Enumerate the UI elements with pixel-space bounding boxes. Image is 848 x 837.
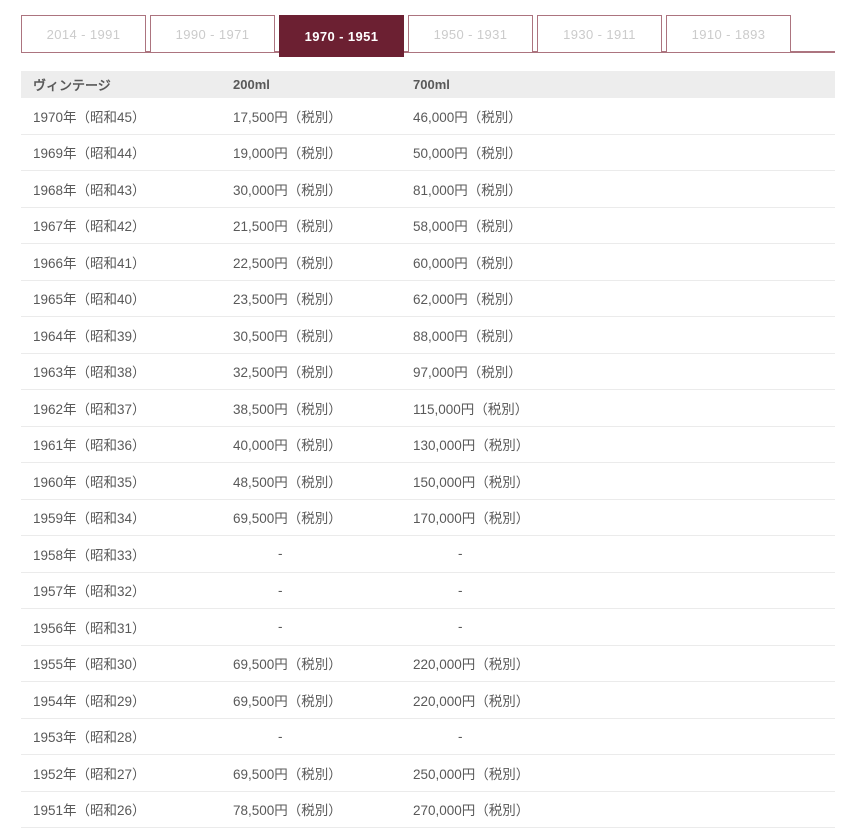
- price-700ml-cell: 58,000円（税別）: [413, 219, 522, 235]
- vintage-cell: 1951年（昭和26）: [33, 803, 146, 819]
- price-200ml-cell: -: [278, 582, 283, 598]
- price-700ml-cell: -: [458, 728, 463, 744]
- price-700ml-cell: 46,000円（税別）: [413, 109, 522, 125]
- vintage-cell: 1952年（昭和27）: [33, 766, 146, 782]
- table-row: 1969年（昭和44） 19,000円（税別） 50,000円（税別）: [21, 134, 835, 171]
- price-200ml-cell: 78,500円（税別）: [233, 803, 342, 819]
- table-row: 1959年（昭和34） 69,500円（税別） 170,000円（税別）: [21, 499, 835, 536]
- table-row: 1963年（昭和38） 32,500円（税別） 97,000円（税別）: [21, 353, 835, 390]
- vintage-cell: 1961年（昭和36）: [33, 438, 146, 454]
- price-700ml-cell: 115,000円（税別）: [413, 401, 529, 417]
- price-700ml-cell: 250,000円（税別）: [413, 766, 530, 782]
- table-row: 1953年（昭和28） - -: [21, 718, 835, 755]
- price-200ml-cell: -: [278, 728, 283, 744]
- tab-1910-1893[interactable]: 1910 - 1893: [666, 15, 791, 53]
- price-200ml-cell: 38,500円（税別）: [233, 401, 342, 417]
- table-body: 1970年（昭和45） 17,500円（税別） 46,000円（税別） 1969年（昭…: [21, 98, 835, 828]
- table-row: 1961年（昭和36） 40,000円（税別） 130,000円（税別）: [21, 426, 835, 463]
- column-header-200ml: 200ml: [233, 77, 270, 92]
- price-200ml-cell: 69,500円（税別）: [233, 511, 342, 527]
- table-header-row: ヴィンテージ 200ml 700ml: [21, 71, 835, 98]
- vintage-cell: 1957年（昭和32）: [33, 584, 146, 600]
- vintage-cell: 1953年（昭和28）: [33, 730, 146, 746]
- vintage-cell: 1964年（昭和39）: [33, 328, 146, 344]
- price-700ml-cell: 60,000円（税別）: [413, 255, 522, 271]
- price-200ml-cell: 69,500円（税別）: [233, 693, 342, 709]
- table-row: 1967年（昭和42） 21,500円（税別） 58,000円（税別）: [21, 207, 835, 244]
- price-200ml-cell: 19,000円（税別）: [233, 146, 342, 162]
- vintage-range-tabbar: 2014 - 1991 1990 - 1971 1970 - 1951 1950 - …: [21, 15, 835, 64]
- price-200ml-cell: 30,000円（税別）: [233, 182, 342, 198]
- vintage-cell: 1962年（昭和37）: [33, 401, 146, 417]
- table-row: 1954年（昭和29） 69,500円（税別） 220,000円（税別）: [21, 682, 835, 719]
- tab-1990-1971[interactable]: 1990 - 1971: [150, 15, 275, 53]
- column-header-700ml: 700ml: [413, 77, 450, 92]
- price-700ml-cell: 88,000円（税別）: [413, 328, 522, 344]
- table-row: 1962年（昭和37） 38,500円（税別） 115,000円（税別）: [21, 390, 835, 427]
- price-200ml-cell: 23,500円（税別）: [233, 292, 342, 308]
- vintage-cell: 1958年（昭和33）: [33, 547, 146, 563]
- price-700ml-cell: 220,000円（税別）: [413, 693, 530, 709]
- price-200ml-cell: 69,500円（税別）: [233, 657, 342, 673]
- table-row: 1960年（昭和35） 48,500円（税別） 150,000円（税別）: [21, 463, 835, 500]
- table-row: 1956年（昭和31） - -: [21, 609, 835, 646]
- price-200ml-cell: -: [278, 619, 283, 635]
- vintage-cell: 1963年（昭和38）: [33, 365, 146, 381]
- vintage-cell: 1970年（昭和45）: [33, 109, 146, 125]
- vintage-cell: 1954年（昭和29）: [33, 693, 146, 709]
- table-row: 1952年（昭和27） 69,500円（税別） 250,000円（税別）: [21, 755, 835, 792]
- vintage-cell: 1956年（昭和31）: [33, 620, 146, 636]
- price-200ml-cell: 32,500円（税別）: [233, 365, 342, 381]
- price-700ml-cell: 170,000円（税別）: [413, 511, 530, 527]
- vintage-cell: 1955年（昭和30）: [33, 657, 146, 673]
- tab-1950-1931[interactable]: 1950 - 1931: [408, 15, 533, 53]
- price-200ml-cell: -: [278, 546, 283, 562]
- table-row: 1951年（昭和26） 78,500円（税別） 270,000円（税別）: [21, 791, 835, 828]
- tab-2014-1991[interactable]: 2014 - 1991: [21, 15, 146, 53]
- price-200ml-cell: 40,000円（税別）: [233, 438, 342, 454]
- tab-1970-1951[interactable]: 1970 - 1951: [279, 15, 404, 57]
- price-700ml-cell: 130,000円（税別）: [413, 438, 530, 454]
- vintage-cell: 1967年（昭和42）: [33, 219, 146, 235]
- vintage-cell: 1968年（昭和43）: [33, 182, 146, 198]
- price-200ml-cell: 30,500円（税別）: [233, 328, 342, 344]
- price-200ml-cell: 17,500円（税別）: [233, 109, 342, 125]
- price-200ml-cell: 22,500円（税別）: [233, 255, 342, 271]
- price-200ml-cell: 48,500円（税別）: [233, 474, 342, 490]
- price-700ml-cell: 50,000円（税別）: [413, 146, 522, 162]
- price-table: ヴィンテージ 200ml 700ml 1970年（昭和45） 17,500円（税別…: [21, 71, 835, 828]
- tab-list: 2014 - 1991 1990 - 1971 1970 - 1951 1950 - …: [21, 15, 835, 57]
- table-row: 1966年（昭和41） 22,500円（税別） 60,000円（税別）: [21, 244, 835, 281]
- tab-1930-1911[interactable]: 1930 - 1911: [537, 15, 662, 53]
- table-row: 1965年（昭和40） 23,500円（税別） 62,000円（税別）: [21, 280, 835, 317]
- table-row: 1955年（昭和30） 69,500円（税別） 220,000円（税別）: [21, 645, 835, 682]
- price-700ml-cell: 97,000円（税別）: [413, 365, 522, 381]
- table-row: 1957年（昭和32） - -: [21, 572, 835, 609]
- table-row: 1968年（昭和43） 30,000円（税別） 81,000円（税別）: [21, 171, 835, 208]
- table-row: 1958年（昭和33） - -: [21, 536, 835, 573]
- table-row: 1964年（昭和39） 30,500円（税別） 88,000円（税別）: [21, 317, 835, 354]
- price-700ml-cell: -: [458, 582, 463, 598]
- price-700ml-cell: 270,000円（税別）: [413, 803, 530, 819]
- column-header-vintage: ヴィンテージ: [33, 78, 111, 93]
- price-700ml-cell: 220,000円（税別）: [413, 657, 530, 673]
- price-700ml-cell: -: [458, 546, 463, 562]
- vintage-cell: 1965年（昭和40）: [33, 292, 146, 308]
- price-700ml-cell: 150,000円（税別）: [413, 474, 530, 490]
- vintage-cell: 1959年（昭和34）: [33, 511, 146, 527]
- vintage-cell: 1969年（昭和44）: [33, 146, 146, 162]
- table-row: 1970年（昭和45） 17,500円（税別） 46,000円（税別）: [21, 98, 835, 135]
- price-200ml-cell: 21,500円（税別）: [233, 219, 342, 235]
- price-700ml-cell: 81,000円（税別）: [413, 182, 522, 198]
- price-700ml-cell: -: [458, 619, 463, 635]
- price-200ml-cell: 69,500円（税別）: [233, 766, 342, 782]
- vintage-cell: 1966年（昭和41）: [33, 255, 146, 271]
- price-700ml-cell: 62,000円（税別）: [413, 292, 522, 308]
- vintage-cell: 1960年（昭和35）: [33, 474, 146, 490]
